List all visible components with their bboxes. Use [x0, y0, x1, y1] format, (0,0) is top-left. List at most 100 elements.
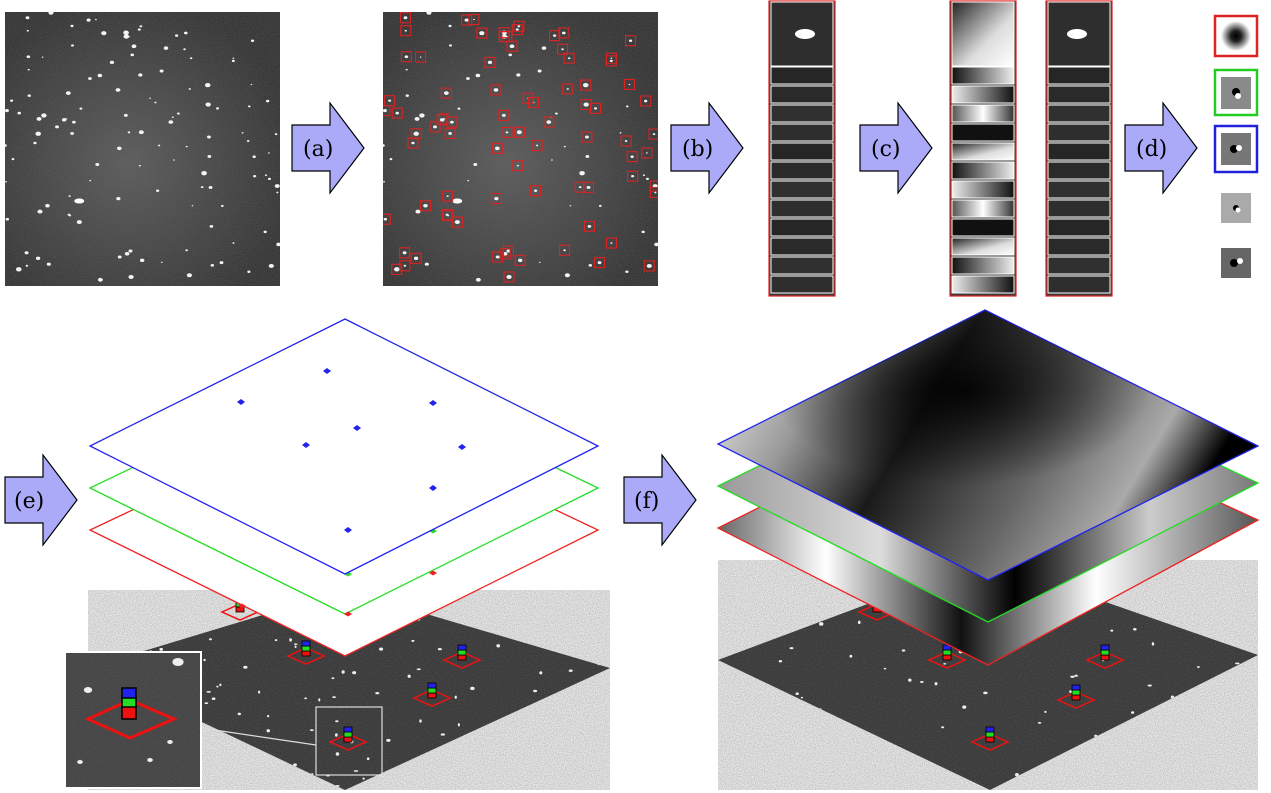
patch-tile — [951, 85, 1015, 104]
star — [386, 738, 391, 742]
star — [215, 740, 219, 742]
star — [402, 251, 407, 255]
star — [379, 647, 384, 651]
detection-box — [400, 51, 412, 63]
star — [422, 776, 425, 780]
star — [383, 181, 386, 183]
detection-box — [399, 247, 411, 259]
star — [533, 689, 538, 693]
patch-tile — [1047, 104, 1111, 123]
star — [1151, 589, 1155, 592]
detection-box — [558, 27, 570, 39]
star — [185, 249, 188, 252]
star — [137, 28, 141, 31]
detection-box — [468, 13, 480, 26]
star — [413, 131, 419, 136]
star — [117, 255, 122, 259]
patch-tile — [1047, 199, 1111, 218]
star — [219, 683, 222, 687]
star — [561, 31, 566, 35]
star — [597, 590, 601, 593]
star — [115, 640, 120, 643]
star — [581, 649, 586, 653]
star — [934, 682, 938, 686]
star — [1235, 662, 1240, 665]
star — [86, 18, 91, 22]
star — [149, 97, 151, 99]
star — [334, 733, 338, 737]
star — [469, 774, 473, 778]
star — [205, 102, 211, 107]
star — [232, 242, 235, 244]
star — [15, 267, 22, 272]
step-label-e: (e) — [14, 489, 44, 514]
star — [585, 155, 590, 158]
star — [597, 661, 601, 666]
star — [584, 135, 589, 139]
star — [578, 186, 582, 189]
star — [294, 643, 298, 645]
source-marker — [328, 733, 368, 751]
star — [101, 31, 107, 36]
star — [1251, 773, 1256, 777]
star — [1046, 770, 1050, 774]
patch-tile — [770, 66, 834, 85]
star — [411, 639, 415, 642]
detection-box — [583, 220, 595, 232]
star — [1037, 721, 1042, 724]
star — [46, 262, 51, 266]
star — [123, 633, 127, 636]
star — [1205, 720, 1210, 723]
star — [89, 179, 92, 182]
star — [157, 640, 162, 643]
star — [883, 667, 887, 670]
star — [247, 105, 251, 108]
star — [341, 670, 345, 674]
component-1 — [1221, 21, 1251, 51]
detection-box — [589, 102, 602, 114]
detection-box — [383, 105, 391, 117]
star — [155, 590, 160, 595]
star — [654, 191, 657, 194]
star — [243, 665, 248, 669]
star — [792, 596, 795, 599]
star — [200, 186, 204, 189]
detection-box — [627, 170, 639, 182]
star — [1239, 594, 1243, 597]
star — [263, 230, 267, 234]
active-pixel — [344, 611, 352, 617]
star — [646, 263, 652, 268]
star — [205, 777, 209, 781]
detection-box — [451, 216, 463, 228]
star — [473, 18, 475, 21]
detection-box — [559, 244, 571, 256]
star — [36, 117, 42, 121]
star — [67, 213, 71, 216]
detection-box — [623, 78, 636, 91]
star — [464, 18, 469, 22]
star — [587, 224, 592, 228]
star — [207, 155, 212, 158]
detection-box — [605, 237, 618, 249]
star — [232, 57, 235, 59]
star — [449, 44, 452, 47]
star — [219, 261, 224, 265]
detection-box — [429, 121, 441, 133]
star — [154, 101, 157, 104]
star — [183, 48, 186, 51]
star — [789, 647, 794, 650]
star — [496, 644, 501, 648]
star — [1249, 730, 1254, 734]
star — [335, 752, 340, 756]
star — [537, 69, 542, 73]
star — [252, 155, 256, 158]
star — [646, 152, 648, 154]
star — [250, 83, 253, 86]
component-frame-red — [1213, 14, 1259, 58]
star — [567, 57, 571, 60]
star — [588, 264, 593, 267]
star — [415, 209, 421, 214]
star — [163, 46, 169, 50]
star — [70, 132, 74, 135]
detection-box — [410, 252, 422, 264]
